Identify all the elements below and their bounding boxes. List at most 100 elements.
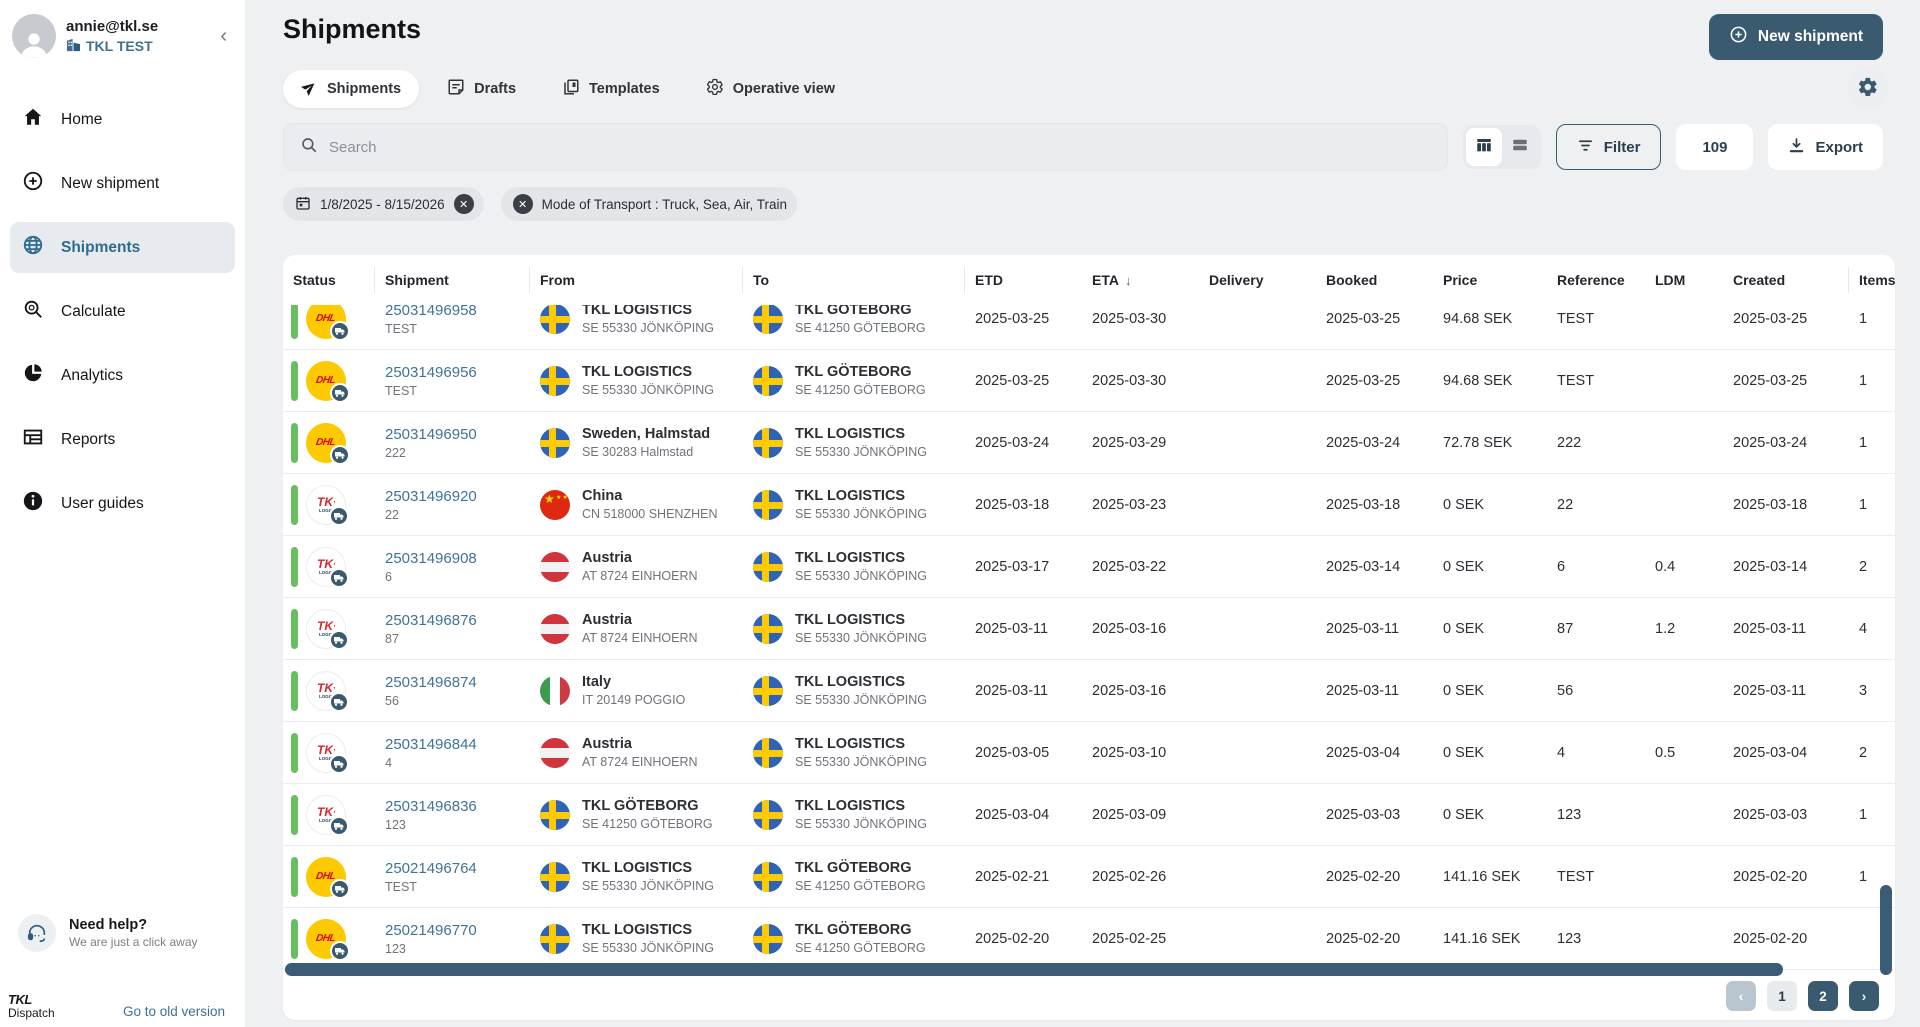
place-name: TKL LOGISTICS	[795, 550, 906, 566]
shipment-reference: TEST	[385, 383, 417, 398]
go-to-old-version-link[interactable]: Go to old version	[122, 1004, 225, 1019]
globe-icon	[22, 234, 44, 261]
place-name: Austria	[582, 736, 632, 752]
need-help[interactable]: Need help? We are just a click away	[0, 914, 245, 952]
table-row[interactable]: TK’ LOGIS 25031496908 6 Austria AT 8724 EINHO…	[283, 536, 1895, 598]
sidebar-item-analytics[interactable]: Analytics	[10, 350, 235, 401]
shipment-reference: 22	[385, 507, 399, 522]
pagination-page-1[interactable]: 1	[1767, 981, 1797, 1011]
tab-drafts[interactable]: Drafts	[429, 70, 534, 108]
column-header-shipment[interactable]: Shipment	[375, 267, 530, 293]
column-header-price[interactable]: Price	[1443, 272, 1478, 288]
shipment-link[interactable]: 25031496836	[385, 797, 477, 815]
column-header-items[interactable]: Items	[1859, 272, 1895, 288]
place-name: TKL LOGISTICS	[582, 860, 693, 876]
table-settings-button[interactable]	[1848, 69, 1888, 109]
shipment-link[interactable]: 25031496874	[385, 673, 477, 691]
pagination-next-button[interactable]: ›	[1849, 981, 1879, 1011]
cell-shipment: 25031496844 4	[375, 736, 530, 770]
austria-flag-icon	[540, 737, 570, 768]
calendar-icon	[295, 195, 311, 214]
cell-reference: 6	[1557, 558, 1566, 575]
table-row[interactable]: TK’ LOGIS 25031496836 123 TKL GÖTEBORG SE 412…	[283, 784, 1895, 846]
table-row[interactable]: TK’ LOGIS 25031496920 22 ★ ★★ China CN 518000 S…	[283, 474, 1895, 536]
column-header-eta[interactable]: ETA ↓	[1092, 272, 1132, 288]
cell-price: 141.16 SEK	[1443, 930, 1521, 947]
column-header-created[interactable]: Created	[1723, 267, 1849, 293]
filter-button[interactable]: Filter	[1555, 124, 1662, 170]
cell-from: TKL LOGISTICS SE 55330 JÖNKÖPING	[530, 364, 743, 397]
list-view-toggle[interactable]	[1502, 128, 1538, 166]
table-row[interactable]: DHL 25021496764 TEST TKL LOGISTICS SE 55330 …	[283, 846, 1895, 908]
send-icon	[301, 79, 318, 100]
shipment-link[interactable]: 25021496770	[385, 921, 477, 939]
shipment-link[interactable]: 25031496950	[385, 425, 477, 443]
cell-items: 2	[1859, 558, 1868, 575]
shipment-link[interactable]: 25031496908	[385, 549, 477, 567]
sidebar-item-reports[interactable]: Reports	[10, 414, 235, 465]
new-shipment-button[interactable]: New shipment	[1708, 14, 1883, 60]
truck-icon	[329, 753, 349, 774]
column-header-from[interactable]: From	[530, 267, 743, 293]
remove-filter-icon[interactable]: ✕	[453, 194, 474, 214]
vertical-scrollbar[interactable]	[1880, 885, 1892, 975]
cell-eta: 2025-03-09	[1092, 806, 1167, 823]
table-row[interactable]: TK’ LOGIS 25031496876 87 Austria AT 8724 EINH…	[283, 598, 1895, 660]
sidebar-item-shipments[interactable]: Shipments	[10, 222, 235, 273]
shipment-link[interactable]: 25031496876	[385, 611, 477, 629]
column-header-booked[interactable]: Booked	[1326, 272, 1378, 288]
shipment-reference: 123	[385, 817, 406, 832]
tab-operative-view[interactable]: Operative view	[688, 70, 853, 108]
truck-icon	[329, 691, 349, 712]
horizontal-scrollbar[interactable]	[285, 963, 1783, 976]
cell-eta: 2025-03-29	[1092, 434, 1167, 451]
shipment-link[interactable]: 25031496956	[385, 363, 477, 381]
cell-status: DHL	[283, 305, 375, 341]
search-input[interactable]	[329, 138, 1431, 156]
column-header-ldm[interactable]: LDM	[1655, 272, 1686, 288]
result-count: 109	[1676, 124, 1754, 170]
table-row[interactable]: DHL 25021496770 123 TKL LOGISTICS SE 55330 J…	[283, 908, 1895, 970]
cell-from: ★ ★★ China CN 518000 SHENZHEN	[530, 488, 743, 521]
user-profile[interactable]: annie@tkl.se TKL TEST ‹	[0, 0, 245, 68]
shipment-reference: 87	[385, 631, 399, 646]
table-row[interactable]: DHL 25031496956 TEST TKL LOGISTICS SE 55330 …	[283, 350, 1895, 412]
carrier-logo-tkl: TK’ LOGIS	[306, 608, 349, 650]
cell-eta: 2025-03-23	[1092, 496, 1167, 513]
pagination-page-2[interactable]: 2	[1808, 981, 1838, 1011]
shipment-link[interactable]: 25031496958	[385, 305, 477, 319]
export-button[interactable]: Export	[1768, 124, 1883, 170]
user-company[interactable]: TKL TEST	[66, 38, 204, 55]
tab-templates[interactable]: Templates	[544, 70, 678, 108]
shipment-link[interactable]: 25021496764	[385, 859, 477, 877]
column-header-reference[interactable]: Reference	[1557, 272, 1625, 288]
pagination-prev-button[interactable]: ‹	[1726, 981, 1756, 1011]
sidebar-item-calculate[interactable]: Calculate	[10, 286, 235, 337]
filter-chip[interactable]: ✕ Mode of Transport : Truck, Sea, Air, Tr…	[500, 187, 797, 221]
cell-status: DHL	[283, 422, 375, 465]
cell-reference: TEST	[1557, 868, 1595, 885]
column-header-to[interactable]: To	[743, 267, 965, 293]
cell-etd: 2025-03-18	[975, 496, 1050, 513]
column-header-etd[interactable]: ETD	[975, 272, 1003, 288]
tab-shipments[interactable]: Shipments	[283, 70, 420, 108]
column-header-delivery[interactable]: Delivery	[1209, 272, 1264, 288]
sidebar-collapse-icon[interactable]: ‹	[220, 24, 227, 47]
sidebar-item-new-shipment[interactable]: New shipment	[10, 158, 235, 209]
table-row[interactable]: DHL 25031496950 222 Sweden, Halmstad SE 3028…	[283, 412, 1895, 474]
table-view-toggle[interactable]	[1465, 128, 1502, 166]
remove-filter-icon[interactable]: ✕	[512, 194, 533, 214]
column-header-status[interactable]: Status	[283, 267, 375, 293]
cell-created: 2025-03-25	[1733, 310, 1808, 327]
sidebar-item-user-guides[interactable]: User guides	[10, 478, 235, 529]
search-icon	[300, 136, 318, 159]
cell-from: Austria AT 8724 EINHOERN	[530, 550, 743, 583]
cell-shipment: 25031496958 TEST	[375, 305, 530, 336]
table-row[interactable]: DHL 25031496958 TEST TKL LOGISTICS SE 55330 …	[283, 305, 1895, 350]
sidebar-item-home[interactable]: Home	[10, 94, 235, 145]
table-row[interactable]: TK’ LOGIS 25031496844 4 Austria AT 8724 EINHO…	[283, 722, 1895, 784]
shipment-link[interactable]: 25031496920	[385, 487, 477, 505]
filter-chip[interactable]: 1/8/2025 - 8/15/2026 ✕	[283, 187, 484, 221]
shipment-link[interactable]: 25031496844	[385, 735, 477, 753]
table-row[interactable]: TK’ LOGIS 25031496874 56 Italy IT 20149 POGGI…	[283, 660, 1895, 722]
